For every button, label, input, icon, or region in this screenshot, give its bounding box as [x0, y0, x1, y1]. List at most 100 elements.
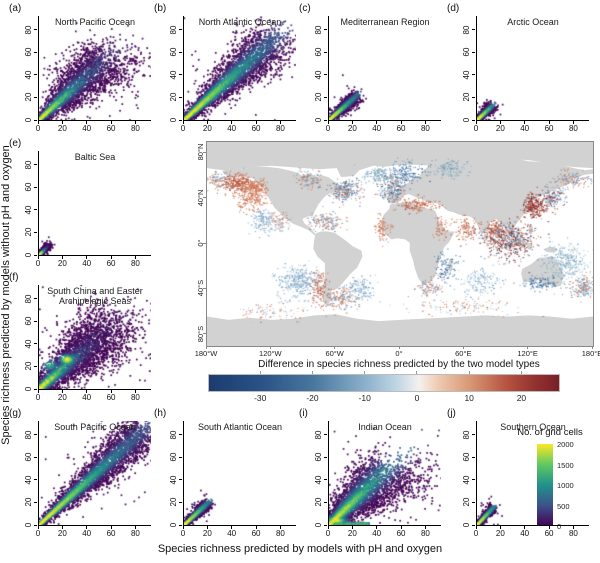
x-tick-label: 0 [325, 529, 331, 538]
x-tick-mark [231, 121, 233, 124]
y-tick-mark [34, 320, 37, 322]
panel-title: Arctic Ocean [507, 17, 559, 27]
scatter-panel-f: (f) South China and Easter Archipelagic Se… [8, 272, 155, 406]
x-tick-mark [61, 121, 63, 124]
map-lon-tick-label: 180°E [581, 349, 600, 358]
map-lat-tick-label: 80°N [196, 143, 205, 161]
map-lat-tick-mark [203, 151, 206, 153]
x-tick-mark [351, 121, 353, 124]
x-tick-mark [524, 526, 526, 529]
y-tick-label: 60 [169, 47, 178, 57]
x-tick-label: 60 [396, 529, 406, 538]
x-tick-label: 40 [82, 259, 92, 268]
x-tick-label: 0 [180, 529, 186, 538]
panel-title: Indian Ocean [358, 422, 412, 432]
x-tick-label: 20 [57, 259, 67, 268]
x-tick-label: 0 [35, 124, 41, 133]
y-tick-label: 0 [24, 386, 33, 392]
y-tick-mark [179, 434, 182, 436]
x-tick-label: 20 [347, 529, 357, 538]
y-tick-mark [472, 456, 475, 458]
scatter-panel-b: (b) North Atlantic Ocean 0 0 20 20 40 40 60 60 80 8… [153, 3, 300, 137]
x-tick-mark [572, 121, 574, 124]
y-tick-label: 20 [462, 92, 471, 102]
x-tick-label: 20 [202, 529, 212, 538]
y-tick-label: 40 [24, 475, 33, 485]
x-tick-mark [327, 121, 329, 124]
scatter-canvas [39, 151, 151, 255]
world-map [206, 141, 594, 347]
y-tick-label: 20 [24, 92, 33, 102]
panel-letter: (e) [9, 138, 22, 149]
x-tick-label: 60 [544, 529, 554, 538]
map-lon-tick-mark [462, 346, 464, 349]
x-tick-label: 0 [35, 393, 41, 402]
map-lon-tick-label: 120°E [517, 349, 538, 358]
scatter-panel-c: (c) Mediterranean Region 0 0 20 20 40 40 60 60 80 8… [298, 3, 445, 137]
y-tick-label: 40 [314, 475, 323, 485]
x-tick-mark [376, 526, 378, 529]
y-tick-mark [324, 51, 327, 53]
plot-area: Arctic Ocean [476, 16, 589, 121]
x-tick-label: 0 [35, 529, 41, 538]
map-lat-tick-mark [203, 242, 206, 244]
x-tick-mark [400, 121, 402, 124]
y-tick-mark [472, 434, 475, 436]
x-tick-mark [134, 256, 136, 259]
y-tick-mark [34, 254, 37, 256]
y-tick-mark [34, 29, 37, 31]
x-tick-mark [182, 121, 184, 124]
x-tick-label: 20 [57, 393, 67, 402]
x-tick-label: 0 [473, 124, 479, 133]
x-tick-mark [424, 526, 426, 529]
x-tick-label: 40 [82, 393, 92, 402]
y-tick-label: 60 [24, 452, 33, 462]
y-tick-mark [324, 456, 327, 458]
x-tick-label: 0 [180, 124, 186, 133]
map-lon-tick-mark [527, 346, 529, 349]
map-lon-tick-mark [334, 346, 336, 349]
panel-title: Baltic Sea [74, 152, 116, 162]
x-tick-label: 40 [82, 124, 92, 133]
panel-letter: (j) [447, 408, 456, 419]
y-tick-mark [34, 501, 37, 503]
y-tick-mark [324, 434, 327, 436]
y-tick-label: 0 [169, 522, 178, 528]
diff-tick-label: -20 [306, 393, 319, 403]
x-tick-label: 60 [251, 124, 261, 133]
y-tick-mark [472, 51, 475, 53]
x-tick-label: 80 [568, 124, 578, 133]
y-tick-label: 20 [169, 497, 178, 507]
diff-tick-label: 0 [414, 393, 420, 403]
scatter-canvas [39, 16, 151, 120]
y-tick-label: 60 [24, 316, 33, 326]
y-tick-mark [472, 74, 475, 76]
plot-area: South China and Easter Archipelagic Seas [38, 285, 151, 390]
panel-letter: (f) [9, 272, 19, 283]
panel-letter: (b) [154, 3, 167, 14]
x-tick-label: 80 [420, 124, 430, 133]
x-tick-mark [475, 526, 477, 529]
y-tick-label: 20 [314, 92, 323, 102]
y-tick-mark [472, 96, 475, 98]
panel-letter: (i) [299, 408, 308, 419]
x-tick-mark [351, 526, 353, 529]
y-tick-label: 80 [169, 25, 178, 35]
y-tick-label: 0 [462, 117, 471, 123]
y-tick-label: 60 [462, 452, 471, 462]
x-tick-label: 80 [130, 529, 140, 538]
map-lat-tick-mark [203, 287, 206, 289]
map-lat-tick-label: 0° [196, 239, 205, 247]
y-tick-mark [179, 119, 182, 121]
y-tick-label: 20 [169, 92, 178, 102]
x-tick-mark [499, 121, 501, 124]
x-tick-mark [231, 526, 233, 529]
x-tick-mark [37, 390, 39, 393]
y-tick-mark [34, 479, 37, 481]
x-tick-label: 0 [35, 259, 41, 268]
x-tick-mark [86, 526, 88, 529]
x-tick-label: 40 [227, 124, 237, 133]
plot-area: Southern Ocean [476, 421, 589, 526]
map-lat-tick-mark [203, 333, 206, 335]
x-tick-label: 20 [202, 124, 212, 133]
